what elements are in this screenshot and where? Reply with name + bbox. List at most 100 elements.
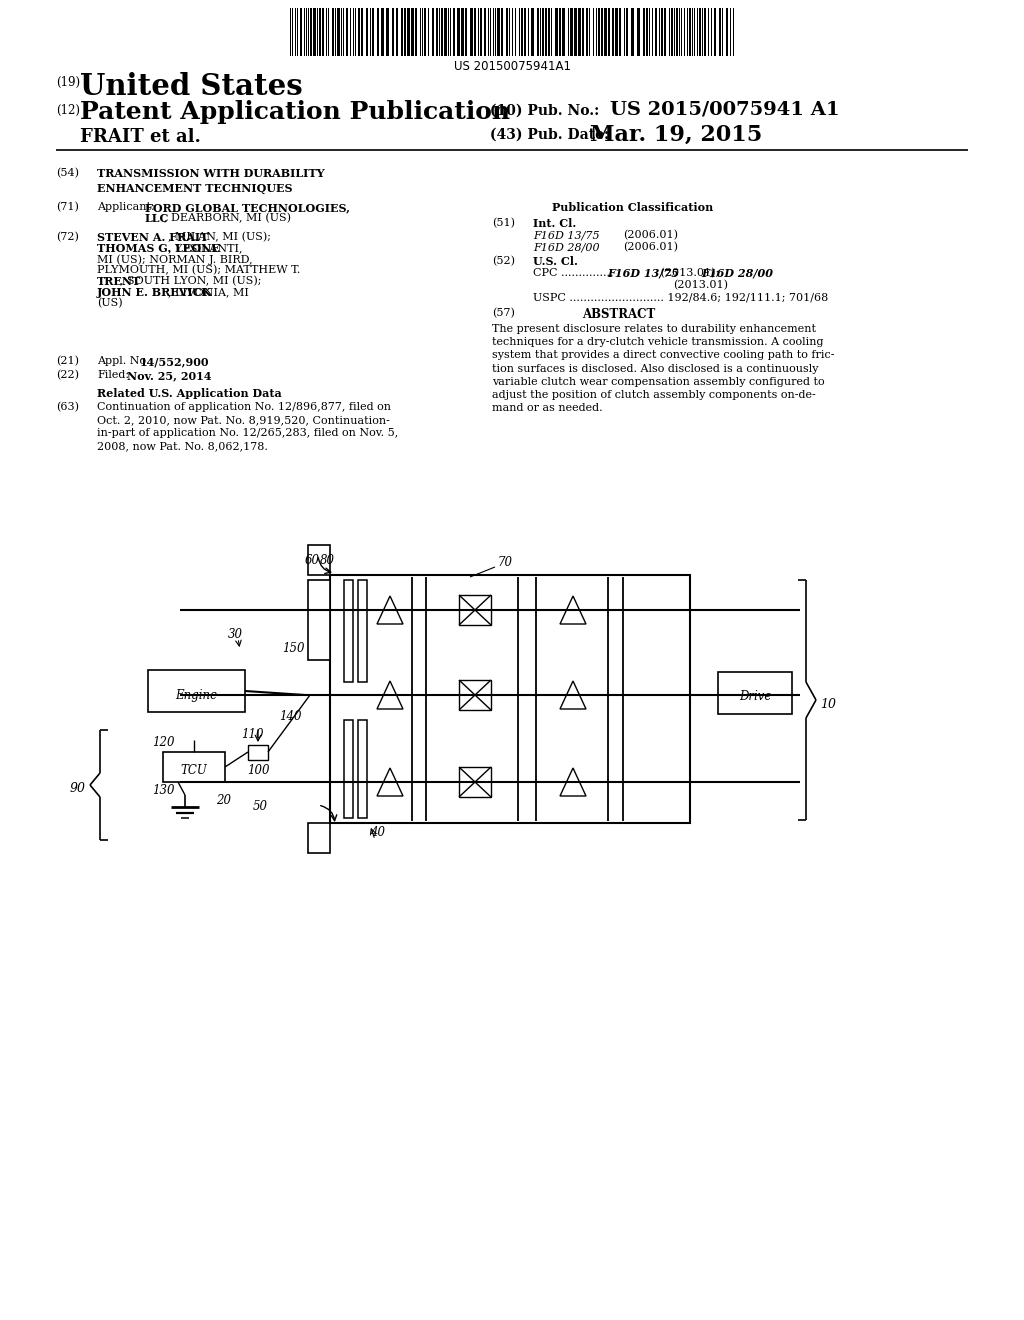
- Bar: [612, 8, 614, 55]
- Bar: [358, 8, 360, 55]
- Text: (2006.01): (2006.01): [623, 242, 678, 252]
- Bar: [503, 8, 506, 55]
- Text: Patent Application Publication: Patent Application Publication: [80, 100, 510, 124]
- Text: F16D 13/75: F16D 13/75: [534, 230, 600, 240]
- Bar: [706, 8, 708, 55]
- Bar: [453, 8, 455, 55]
- Text: 140: 140: [279, 710, 301, 722]
- Bar: [368, 8, 370, 55]
- Bar: [451, 8, 453, 55]
- Bar: [516, 8, 519, 55]
- Bar: [486, 8, 488, 55]
- Bar: [344, 719, 353, 818]
- Text: Continuation of application No. 12/896,877, filed on
Oct. 2, 2010, now Pat. No. : Continuation of application No. 12/896,8…: [97, 403, 398, 451]
- Bar: [513, 8, 515, 55]
- Text: USPC ........................... 192/84.6; 192/111.1; 701/68: USPC ........................... 192/84.…: [534, 292, 828, 302]
- Bar: [586, 8, 588, 55]
- Bar: [366, 8, 368, 55]
- Bar: [401, 8, 403, 55]
- Bar: [590, 8, 593, 55]
- Bar: [470, 8, 473, 55]
- Text: Mar. 19, 2015: Mar. 19, 2015: [590, 124, 762, 147]
- Bar: [598, 8, 600, 55]
- Bar: [728, 8, 730, 55]
- Text: (57): (57): [492, 308, 515, 318]
- Text: (21): (21): [56, 356, 79, 367]
- Text: , LIVONIA, MI: , LIVONIA, MI: [168, 286, 249, 297]
- Text: 30: 30: [227, 628, 243, 642]
- Text: 130: 130: [152, 784, 174, 796]
- Bar: [163, 752, 225, 781]
- Text: TRENT: TRENT: [97, 276, 141, 286]
- Text: Engine: Engine: [175, 689, 217, 701]
- Bar: [548, 8, 550, 55]
- Bar: [467, 8, 470, 55]
- Bar: [346, 8, 348, 55]
- Bar: [615, 8, 618, 55]
- Bar: [537, 8, 539, 55]
- Text: Publication Classification: Publication Classification: [552, 202, 714, 213]
- Bar: [426, 8, 428, 55]
- Bar: [545, 8, 547, 55]
- Text: (71): (71): [56, 202, 79, 213]
- Text: (12): (12): [56, 104, 80, 117]
- Bar: [148, 671, 245, 711]
- Bar: [394, 8, 396, 55]
- Text: JOHN E. BREVICK: JOHN E. BREVICK: [97, 286, 212, 298]
- Bar: [293, 8, 295, 55]
- Bar: [386, 8, 389, 55]
- Bar: [529, 8, 531, 55]
- Bar: [398, 8, 401, 55]
- Text: 10: 10: [820, 697, 836, 710]
- Bar: [434, 8, 436, 55]
- Text: , YPSILANTI,: , YPSILANTI,: [168, 243, 242, 253]
- Bar: [666, 8, 669, 55]
- Bar: [562, 8, 565, 55]
- Text: (63): (63): [56, 403, 79, 412]
- Bar: [542, 8, 544, 55]
- Bar: [718, 672, 792, 714]
- Bar: [436, 8, 438, 55]
- Bar: [459, 595, 490, 624]
- Bar: [646, 8, 648, 55]
- Bar: [310, 8, 312, 55]
- Bar: [379, 8, 381, 55]
- Bar: [374, 8, 377, 55]
- Bar: [559, 8, 561, 55]
- Text: 150: 150: [282, 642, 304, 655]
- Bar: [484, 8, 486, 55]
- Bar: [362, 8, 366, 55]
- Text: FRAIT et al.: FRAIT et al.: [80, 128, 201, 147]
- Bar: [618, 8, 621, 55]
- Bar: [631, 8, 634, 55]
- Bar: [308, 579, 330, 660]
- Text: Applicant:: Applicant:: [97, 202, 159, 213]
- Text: United States: United States: [80, 73, 303, 102]
- Bar: [324, 8, 326, 55]
- Text: 110: 110: [241, 729, 263, 742]
- Text: 60: 60: [304, 553, 319, 566]
- Bar: [664, 8, 666, 55]
- Text: 90: 90: [70, 781, 86, 795]
- Text: 20: 20: [216, 793, 231, 807]
- Bar: [621, 8, 624, 55]
- Text: PLYMOUTH, MI (US); MATTHEW T.: PLYMOUTH, MI (US); MATTHEW T.: [97, 265, 300, 276]
- Bar: [709, 8, 711, 55]
- Bar: [384, 8, 386, 55]
- Bar: [510, 8, 512, 55]
- Bar: [555, 8, 558, 55]
- Bar: [501, 8, 503, 55]
- Text: ABSTRACT: ABSTRACT: [582, 308, 655, 321]
- Bar: [356, 8, 358, 55]
- Bar: [506, 8, 508, 55]
- Text: The present disclosure relates to durability enhancement
techniques for a dry-cl: The present disclosure relates to durabi…: [492, 323, 835, 413]
- Bar: [524, 8, 526, 55]
- Bar: [381, 8, 384, 55]
- Text: (72): (72): [56, 232, 79, 243]
- Bar: [407, 8, 410, 55]
- Bar: [582, 8, 584, 55]
- Bar: [531, 8, 534, 55]
- Bar: [329, 8, 332, 55]
- Text: FORD GLOBAL TECHNOLOGIES,: FORD GLOBAL TECHNOLOGIES,: [145, 202, 350, 213]
- Text: (19): (19): [56, 77, 80, 88]
